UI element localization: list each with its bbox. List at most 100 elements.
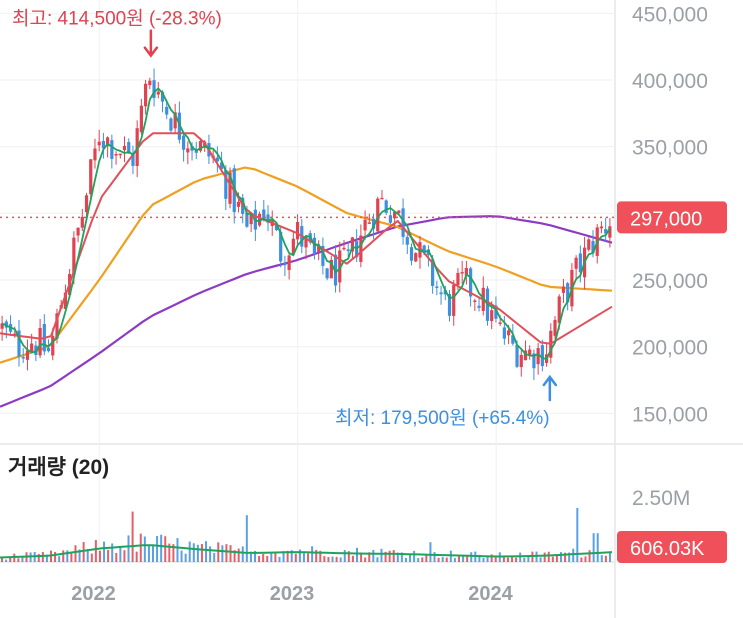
y-axis-ticks: 450,000400,000350,000300,000250,000200,0… <box>632 3 708 426</box>
candle-body <box>25 350 30 360</box>
volume-bar <box>519 552 522 562</box>
ma60-line <box>0 166 613 364</box>
candle-body <box>414 253 418 262</box>
volume-bar <box>66 550 69 562</box>
volume-bar <box>466 555 469 562</box>
candle-body <box>312 237 317 254</box>
volume-bar <box>74 545 77 562</box>
volume-bar <box>86 548 89 562</box>
volume-bar <box>9 556 12 562</box>
ma5-layer <box>1 87 611 361</box>
x-tick: 2024 <box>468 583 513 605</box>
volume-bar <box>368 552 371 562</box>
volume-bar <box>400 552 403 562</box>
volume-bars <box>1 508 611 562</box>
volume-bar <box>213 552 216 562</box>
candles <box>0 68 612 380</box>
volume-bar <box>258 556 261 562</box>
candle-body <box>257 213 262 226</box>
volume-bar <box>511 556 514 562</box>
candle-body <box>283 263 287 266</box>
volume-bar <box>576 508 579 562</box>
volume-bar <box>233 550 236 562</box>
volume-bar <box>608 551 611 562</box>
volume-bar <box>180 550 183 562</box>
volume-title: 거래량 (20) <box>8 456 109 479</box>
volume-bar <box>600 555 603 562</box>
candle-body <box>363 219 367 231</box>
candle-body <box>494 305 498 319</box>
volume-bar <box>156 535 159 562</box>
volume-bar <box>331 556 334 562</box>
ma20-layer <box>0 132 613 345</box>
volume-bar <box>564 552 567 562</box>
volume-bar <box>225 544 228 562</box>
volume-bar <box>421 557 424 562</box>
volume-bar <box>323 556 326 562</box>
ma60-layer <box>0 166 613 364</box>
volume-bar <box>21 556 24 562</box>
volume-bar <box>372 549 375 562</box>
volume-bar <box>164 536 167 562</box>
low-annotation: 최저: 179,500원 (+65.4%) <box>335 407 550 429</box>
volume-bar <box>555 554 558 562</box>
volume-bar <box>437 557 440 562</box>
volume-bar <box>356 547 358 562</box>
candle-body <box>532 353 536 369</box>
price-tick: 400,000 <box>632 70 708 93</box>
volume-bar <box>1 556 4 562</box>
candle-body <box>405 237 409 245</box>
candle-body <box>139 105 143 133</box>
candle-body <box>304 236 308 248</box>
volume-bar <box>229 545 232 562</box>
candle-body <box>439 292 443 295</box>
volume-bar <box>103 541 106 562</box>
volume-bar <box>54 551 57 562</box>
price-tick: 450,000 <box>632 3 708 26</box>
volume-bar <box>364 557 367 562</box>
candle-body <box>456 272 460 286</box>
low-arrow-icon <box>542 374 558 402</box>
volume-bar <box>453 558 456 562</box>
candle-body <box>122 145 127 151</box>
volume-bar <box>127 535 130 562</box>
candle-body <box>338 250 342 283</box>
candle-body <box>325 268 329 279</box>
volume-bar <box>58 556 61 562</box>
x-axis-ticks: 2022 2023 2024 <box>71 583 513 605</box>
candle-body <box>557 296 561 323</box>
candle-body <box>106 137 110 147</box>
volume-bar <box>94 540 97 562</box>
candle-body <box>566 283 570 303</box>
candle-body <box>498 322 502 324</box>
ma20-line <box>0 132 613 345</box>
volume-bar <box>188 541 191 562</box>
volume-bar <box>196 544 199 562</box>
x-tick: 2022 <box>71 583 116 605</box>
volume-bar <box>147 545 150 562</box>
candle-body <box>367 222 371 224</box>
candle-body <box>17 330 21 357</box>
candle-body <box>350 237 355 252</box>
volume-bar <box>302 553 305 562</box>
volume-bar <box>111 543 114 562</box>
volume-bar <box>37 553 40 562</box>
candle-body <box>287 255 291 271</box>
candle-body <box>321 245 325 266</box>
volume-bar <box>515 557 518 562</box>
candle-body <box>409 247 414 261</box>
high-arrow-icon <box>143 29 159 58</box>
volume-bar <box>506 557 509 562</box>
x-tick: 2023 <box>270 583 315 605</box>
volume-bar <box>282 551 285 562</box>
volume-bar <box>143 536 146 562</box>
candle-body <box>76 227 80 236</box>
candle-body <box>291 238 295 254</box>
candle-body <box>186 148 190 153</box>
candle-body <box>173 112 177 129</box>
volume-bar <box>45 556 48 562</box>
volume-bar <box>572 548 575 562</box>
candle-body <box>215 157 219 162</box>
candle-body <box>148 80 152 86</box>
